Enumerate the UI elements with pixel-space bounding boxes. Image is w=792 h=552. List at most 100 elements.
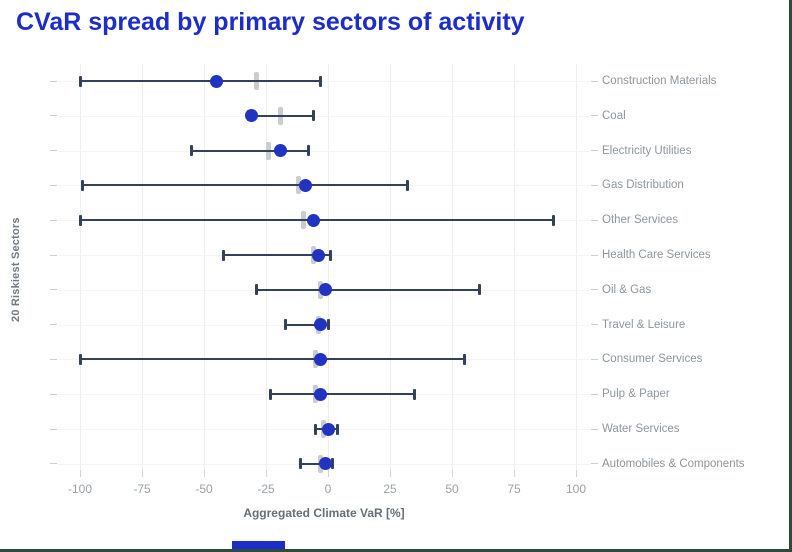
whisker-line [80,358,465,361]
gridline-vertical [142,64,143,476]
whisker-cap-left [78,353,82,365]
gridline-vertical [576,64,577,476]
row-tick-left [50,428,57,430]
row-tick-left [50,115,57,117]
mean-dot [299,178,313,192]
row-tick-left [50,393,57,395]
whisker-cap-right [306,145,310,157]
row-tick-right [591,150,598,152]
x-tick-label: -50 [195,482,213,496]
y-axis-title: 20 Riskiest Sectors [10,217,22,323]
whisker-cap-left [78,75,82,87]
row-label: Consumer Services [602,353,703,366]
whisker-line [300,462,333,465]
row-tick-left [50,150,57,152]
whisker-cap-left [80,179,84,191]
x-tick-label: 0 [324,482,332,496]
row-label: Electricity Utilities [602,144,692,157]
row-tick-left [50,358,57,360]
whisker-cap-right [336,423,340,435]
x-tick-label: -25 [257,482,275,496]
mean-dot [319,457,333,471]
gridline-vertical [514,64,515,476]
whisker-cap-left [254,284,258,296]
gridline-horizontal [58,150,590,152]
x-tick-label: -75 [133,482,151,496]
whisker-cap-right [462,353,466,365]
whisker-line [223,254,331,256]
x-tick-label: -100 [67,482,93,496]
mean-dot [311,248,325,262]
footer-accent-bar [232,541,285,549]
whisker-cap-right [311,110,315,122]
mean-dot [314,352,328,366]
whisker-cap-left [314,423,318,435]
row-tick-left [50,254,57,256]
row-label: Automobiles & Components [602,457,745,470]
x-tick-label: 50 [445,482,459,496]
row-label: Other Services [602,214,679,227]
row-label: Travel & Leisure [602,318,686,331]
whisker-cap-right [477,284,481,296]
x-axis-tick [266,470,267,477]
gridline-vertical [328,64,329,476]
x-axis-tick [514,470,515,477]
x-tick-label: 25 [383,482,397,496]
chart-title: CVaR spread by primary sectors of activi… [16,8,525,36]
row-tick-right [591,393,598,395]
plot-area: -100 -75 -50 -25 0 25 50 75 100 [50,62,598,496]
gridline-vertical [204,64,205,476]
gridline-vertical [452,64,453,476]
row-tick-left [50,219,57,221]
whisker-cap-left [222,249,226,261]
whisker-cap-right [552,214,556,226]
row-tick-left [50,184,57,186]
whisker-cap-right [405,179,409,191]
whisker-cap-left [299,458,303,470]
mean-dot [319,283,333,297]
whisker-line [248,114,314,117]
mean-dot [321,422,335,436]
whisker-cap-right [326,319,330,331]
row-label: Construction Materials [602,75,717,87]
mean-dot [314,387,328,401]
whisker-cap-left [78,214,82,226]
row-tick-left [50,289,57,291]
row-tick-left [50,324,57,326]
row-tick-left [50,463,57,465]
whisker-cap-left [269,388,273,400]
row-tick-right [591,358,598,360]
row-tick-left [50,80,57,82]
whisker-cap-left [284,319,288,331]
gridline-vertical [390,64,391,476]
x-tick-label: 75 [507,482,521,496]
row-tick-right [591,80,598,82]
gridline-vertical [80,64,81,476]
whisker-line [80,80,321,82]
mean-dot [209,74,223,88]
x-axis-tick [204,470,205,477]
mean-dot [314,318,328,332]
row-tick-right [591,289,598,291]
whisker-cap-right [331,458,335,470]
whisker-line [82,184,408,187]
row-tick-right [591,254,598,256]
mean-dot [244,109,258,123]
row-label: Oil & Gas [602,283,652,296]
x-axis-tick [390,470,391,477]
whisker-line [270,393,415,396]
whisker-cap-right [413,388,417,400]
row-label: Coal [602,109,626,122]
row-tick-right [591,324,598,326]
whisker-cap-right [328,249,332,261]
x-axis-title: Aggregated Climate VaR [%] [243,506,405,520]
gridline-vertical [266,64,267,476]
x-tick-label: 100 [565,482,587,496]
row-tick-right [591,184,598,186]
whisker-line [191,149,309,152]
row-label: Health Care Services [602,249,711,261]
whisker-cap-left [190,145,194,157]
x-axis-tick [80,470,81,477]
row-label: Gas Distribution [602,179,684,192]
